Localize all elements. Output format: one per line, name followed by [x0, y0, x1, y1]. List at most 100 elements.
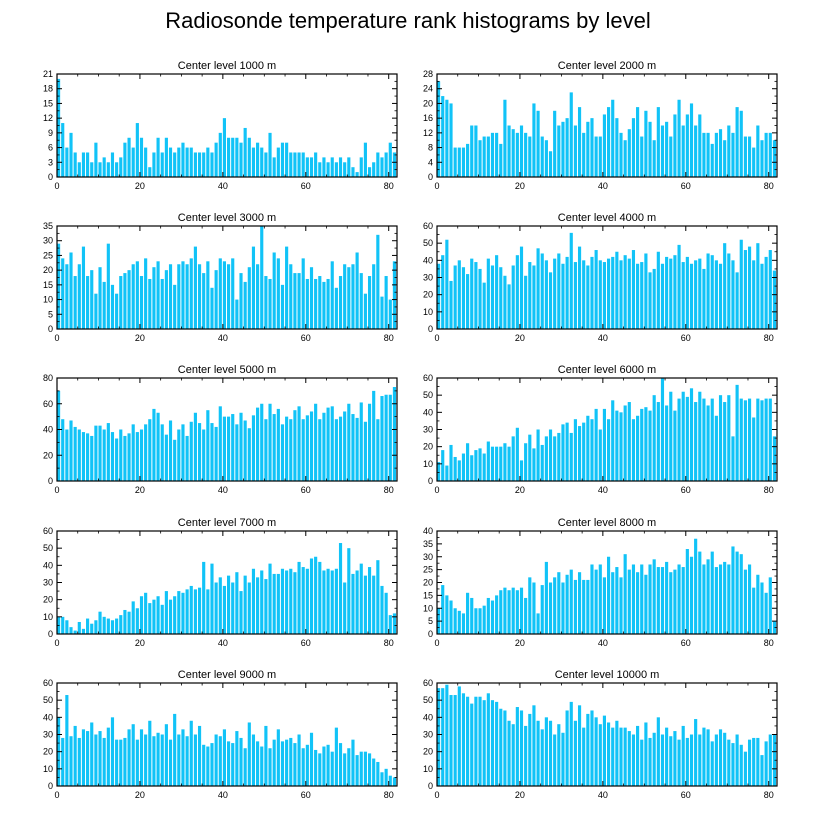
x-tick-label: 0 [434, 181, 439, 191]
histogram-bar [164, 137, 168, 177]
histogram-bar [285, 416, 289, 482]
histogram-bar [293, 410, 297, 481]
histogram-bar [640, 408, 644, 481]
histogram-bar [611, 572, 615, 634]
histogram-bar [718, 129, 723, 177]
histogram-bar [677, 739, 681, 786]
y-tick-label: 50 [43, 695, 53, 705]
histogram-bar [772, 436, 776, 481]
histogram-bar [445, 239, 449, 329]
histogram-bar [673, 410, 677, 481]
histogram-bar [507, 590, 511, 634]
histogram-bar [565, 710, 569, 786]
histogram-bar [714, 734, 718, 786]
histogram-bar [466, 274, 470, 329]
histogram-bar [619, 412, 623, 481]
y-tick-label: 60 [43, 399, 53, 409]
histogram-bar [652, 732, 656, 786]
histogram-bar [81, 628, 86, 634]
histogram-bar [86, 731, 90, 786]
histogram-bar [747, 398, 752, 481]
panel-title: Center level 1000 m [178, 60, 276, 72]
histogram-bar [202, 561, 206, 634]
histogram-bar [173, 713, 177, 786]
histogram-bar [752, 147, 756, 177]
histogram-bar [689, 263, 694, 329]
histogram-bar [594, 569, 598, 635]
histogram-bar [515, 427, 519, 481]
y-tick-label: 9 [48, 128, 53, 138]
histogram-bar [110, 152, 115, 177]
histogram-bar [330, 406, 334, 481]
histogram-bar [297, 152, 301, 177]
x-tick-label: 80 [384, 333, 394, 343]
histogram-bar [239, 737, 243, 786]
histogram-bar [573, 720, 577, 786]
histogram-bar [557, 724, 561, 786]
histogram-bar [98, 425, 102, 481]
y-tick-label: 5 [48, 309, 53, 319]
histogram-bar [247, 582, 251, 634]
histogram-bar [461, 693, 466, 786]
histogram-bar [351, 167, 355, 177]
histogram-bar [243, 281, 247, 329]
histogram-bar [772, 734, 776, 786]
histogram-bar [61, 258, 65, 329]
histogram-bar [470, 597, 474, 634]
y-tick-label: 21 [43, 69, 53, 79]
histogram-bar [139, 276, 144, 329]
histogram-bar [123, 609, 127, 634]
histogram-bar [718, 729, 723, 786]
histogram-bar [243, 748, 247, 786]
histogram-bar [702, 398, 706, 481]
histogram-bar [528, 136, 532, 177]
histogram-bar [289, 568, 293, 634]
histogram-bar [309, 157, 314, 177]
histogram-bar [685, 737, 689, 786]
histogram-bar [197, 423, 202, 481]
histogram-bar [768, 132, 772, 177]
histogram-bar [731, 436, 735, 481]
histogram-bar [90, 162, 94, 177]
histogram-bar [73, 426, 77, 481]
histogram-bar [148, 720, 152, 786]
histogram-bar [355, 755, 359, 786]
histogram-bar [218, 736, 222, 786]
histogram-bar [582, 579, 586, 634]
histogram-bar [652, 559, 656, 634]
histogram-bar [148, 167, 152, 177]
y-tick-label: 40 [423, 255, 433, 265]
histogram-bar [131, 424, 135, 481]
histogram-bar [90, 722, 94, 786]
histogram-bar [318, 419, 322, 481]
histogram-bar [478, 448, 482, 481]
y-tick-label: 40 [43, 560, 53, 570]
histogram-bar [764, 398, 768, 481]
x-tick-label: 0 [54, 485, 59, 495]
histogram-bar [457, 147, 461, 177]
histogram-bar [148, 419, 152, 481]
histogram-bar [532, 265, 536, 329]
histogram-bar [768, 577, 772, 634]
histogram-bar [461, 613, 466, 634]
histogram-bar [355, 417, 359, 481]
histogram-bar [119, 739, 123, 786]
histogram-bar [557, 253, 561, 329]
histogram-bar [251, 415, 256, 481]
histogram-bar [586, 713, 590, 786]
histogram-bar [86, 152, 90, 177]
histogram-bar [115, 618, 119, 634]
histogram-bar [152, 152, 156, 177]
histogram-bar [384, 394, 388, 481]
histogram-bar [544, 436, 548, 481]
histogram-bar [706, 559, 710, 634]
histogram-bar [359, 402, 363, 481]
histogram-bar [351, 573, 355, 634]
histogram-bar [698, 258, 702, 329]
histogram-bar [380, 157, 384, 177]
histogram-bar [457, 610, 461, 634]
histogram-bar [756, 398, 760, 481]
histogram-bar [65, 147, 69, 177]
histogram-bar [673, 255, 677, 329]
histogram-bar [351, 264, 355, 329]
